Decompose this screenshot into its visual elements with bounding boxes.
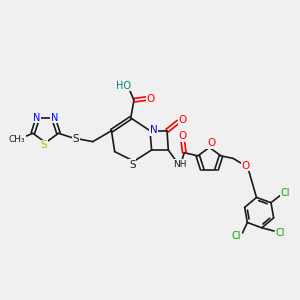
Text: N: N bbox=[150, 125, 158, 135]
Text: CH₃: CH₃ bbox=[8, 135, 25, 144]
Text: Cl: Cl bbox=[276, 228, 285, 238]
Text: O: O bbox=[178, 131, 187, 141]
Text: Cl: Cl bbox=[281, 188, 290, 198]
Text: S: S bbox=[41, 140, 47, 150]
Text: NH: NH bbox=[173, 160, 187, 169]
Text: S: S bbox=[73, 134, 80, 144]
Text: O: O bbox=[241, 161, 250, 171]
Text: O: O bbox=[146, 94, 155, 103]
Text: S: S bbox=[129, 160, 136, 170]
Text: O: O bbox=[207, 138, 215, 148]
Text: O: O bbox=[178, 115, 187, 125]
Text: N: N bbox=[33, 112, 41, 123]
Text: Cl: Cl bbox=[231, 231, 241, 241]
Text: N: N bbox=[50, 112, 58, 123]
Text: HO: HO bbox=[116, 81, 131, 91]
